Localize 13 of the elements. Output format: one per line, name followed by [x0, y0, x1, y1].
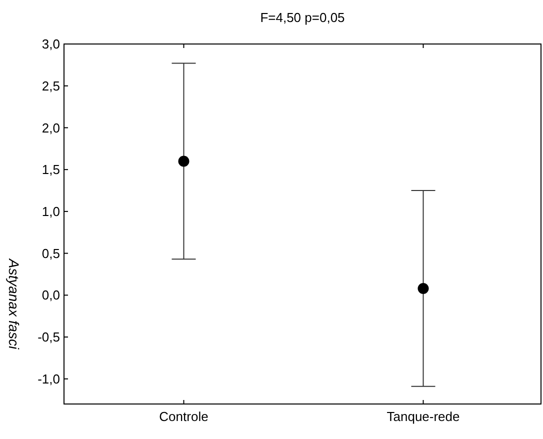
y-tick-label: 2,5: [42, 78, 60, 94]
y-tick-label: 1,5: [42, 162, 60, 178]
chart-title: F=4,50 p=0,05: [260, 10, 345, 25]
x-tick-label: Tanque-rede: [386, 409, 460, 424]
y-tick-label: 2,0: [42, 120, 60, 136]
y-tick-label: -1,0: [38, 371, 60, 386]
y-tick-label: 1,0: [42, 204, 60, 219]
y-tick-label: -0,5: [38, 330, 60, 345]
y-tick-label: 0,0: [42, 288, 60, 303]
y-axis-title: Astyanax fasci: [6, 258, 22, 350]
y-tick-label: 0,5: [42, 246, 60, 261]
x-tick-label: Controle: [159, 409, 208, 424]
y-tick-label: 3,0: [42, 36, 60, 52]
